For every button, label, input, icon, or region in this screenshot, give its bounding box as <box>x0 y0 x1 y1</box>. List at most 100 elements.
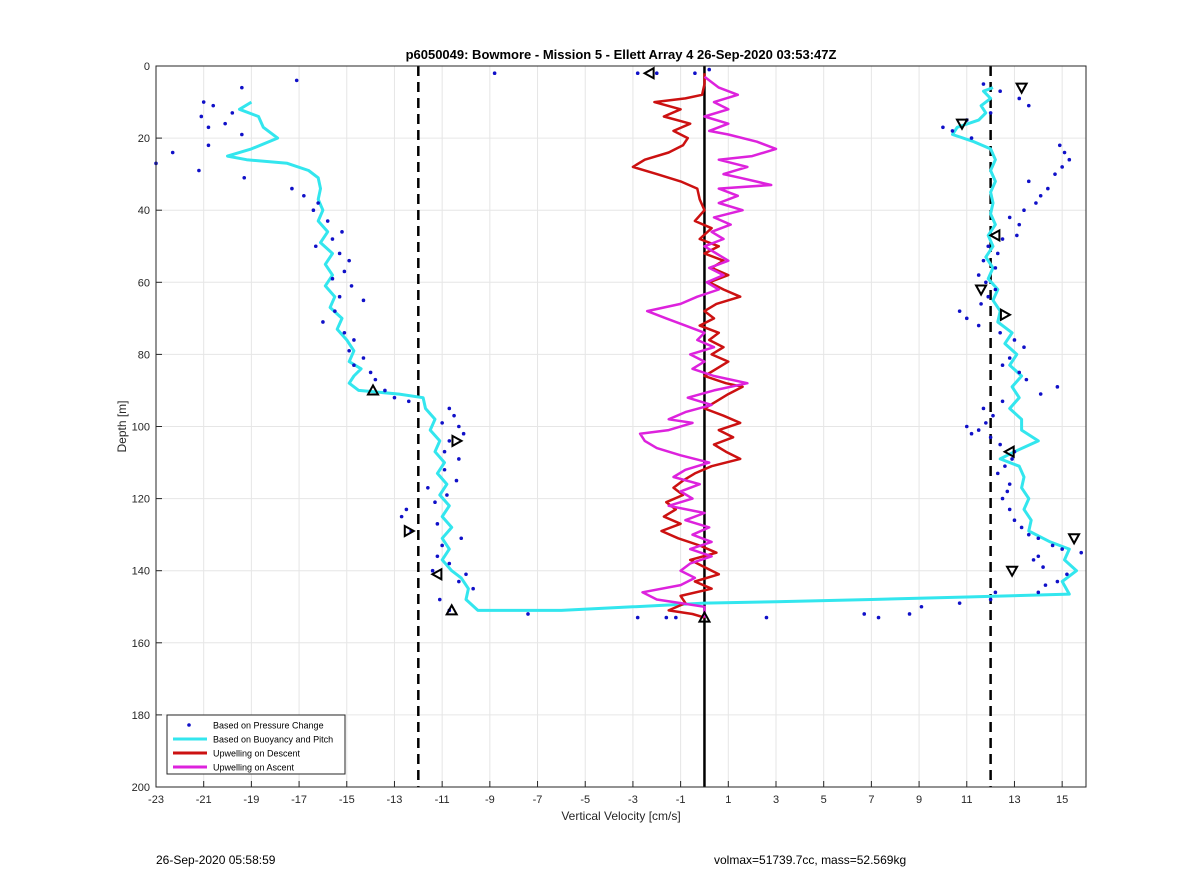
y-tick-label: 100 <box>132 422 150 434</box>
pressure-change-point <box>361 356 366 360</box>
pressure-change-point <box>454 478 459 483</box>
pressure-change-point <box>981 406 986 411</box>
markers-layer <box>366 66 1081 623</box>
pressure-change-point <box>998 330 1002 335</box>
pressure-change-point <box>1012 518 1017 523</box>
y-tick-label: 180 <box>132 710 150 722</box>
x-tick-label: -11 <box>435 794 450 806</box>
axis-ticks: -23 -21 -19 -17 -15 -13 -11 -9 -7 -5 -3 -1 1 3 5 7 9 11 13… <box>132 61 1069 806</box>
pressure-change-point <box>211 103 216 108</box>
x-tick-label: -7 <box>533 794 543 806</box>
pressure-change-point <box>347 258 351 263</box>
pressure-change-point <box>349 284 354 288</box>
pressure-change-point <box>170 150 175 155</box>
pressure-change-point <box>979 302 983 306</box>
pressure-change-point <box>433 500 437 505</box>
pressure-change-point <box>447 406 452 411</box>
pressure-change-point <box>347 348 351 353</box>
pressure-change-point <box>1067 157 1072 162</box>
pressure-change-point <box>976 273 981 277</box>
pressure-change-point <box>230 111 235 115</box>
pressure-change-point <box>464 572 468 577</box>
pressure-change-point <box>984 421 988 425</box>
pressure-change-point <box>457 457 461 461</box>
pressure-change-point <box>998 89 1002 94</box>
pressure-change-point <box>1036 590 1041 595</box>
legend-swatch-points <box>187 723 191 727</box>
pressure-change-point <box>1055 385 1060 389</box>
pressure-change-point <box>426 485 430 490</box>
pressure-change-point <box>988 435 993 440</box>
pressure-change-point <box>1062 150 1067 155</box>
pressure-change-point <box>461 431 466 436</box>
pressure-change-point <box>294 78 299 83</box>
x-tick-label: 11 <box>961 794 972 806</box>
direction-marker <box>451 434 464 448</box>
y-tick-label: 120 <box>132 494 150 506</box>
pressure-change-point <box>1017 370 1022 375</box>
pressure-change-point <box>1057 143 1062 148</box>
x-tick-label: -21 <box>196 794 212 806</box>
pressure-change-point <box>337 294 342 299</box>
pressure-change-point <box>240 85 244 90</box>
legend-entry-label: Based on Buoyancy and Pitch <box>213 735 333 745</box>
pressure-change-point <box>995 251 1000 256</box>
pressure-change-point <box>969 431 974 436</box>
pressure-change-point <box>957 309 962 313</box>
reference-lines <box>417 66 992 787</box>
pressure-change-point <box>964 316 969 321</box>
pressure-change-point <box>1065 572 1069 577</box>
pressure-change-point <box>302 193 306 198</box>
pressure-change-point <box>1053 172 1057 176</box>
x-tick-label: 7 <box>868 794 874 806</box>
y-tick-label: 20 <box>138 133 150 145</box>
y-tick-label: 0 <box>144 61 150 73</box>
pressure-change-point <box>1043 583 1048 587</box>
pressure-change-point <box>957 601 962 605</box>
pressure-change-point <box>1022 345 1026 349</box>
y-tick-label: 80 <box>138 349 150 361</box>
pressure-change-point <box>435 554 440 559</box>
pressure-change-point <box>986 294 991 299</box>
y-tick-label: 60 <box>138 277 150 289</box>
pressure-change-point <box>635 615 640 620</box>
pressure-change-point <box>1015 233 1019 238</box>
pressure-change-point <box>206 125 211 130</box>
direction-marker <box>999 308 1012 322</box>
x-tick-label: -15 <box>339 794 355 806</box>
pressure-change-point <box>223 121 227 126</box>
pressure-change-point <box>1017 96 1022 101</box>
pressure-change-point <box>440 421 444 425</box>
footer-parameters: volmax=51739.7cc, mass=52.569kg <box>714 853 907 867</box>
x-tick-label: 13 <box>1008 794 1020 806</box>
direction-marker <box>1067 533 1081 546</box>
pressure-change-point <box>664 615 669 620</box>
pressure-change-point <box>457 579 461 584</box>
direction-marker <box>955 118 969 131</box>
pressure-change-point <box>707 67 712 72</box>
pressure-change-point <box>1007 507 1012 512</box>
pressure-change-point <box>206 143 211 148</box>
pressure-change-point <box>430 568 435 573</box>
direction-marker <box>1014 82 1029 95</box>
direction-marker <box>403 524 416 538</box>
grid-lines <box>155 65 1086 788</box>
y-tick-label: 140 <box>132 566 150 578</box>
pressure-change-point <box>1034 201 1038 205</box>
pressure-change-point <box>964 424 969 429</box>
x-tick-label: -1 <box>676 794 686 806</box>
pressure-change-point <box>993 590 998 595</box>
direction-marker <box>1005 565 1019 578</box>
pressure-change-point <box>445 493 449 497</box>
pressure-change-point <box>1010 457 1014 461</box>
pressure-change-point <box>316 201 320 205</box>
pressure-change-point <box>919 604 924 609</box>
direction-marker <box>642 66 655 80</box>
pressure-change-point <box>941 125 945 130</box>
x-tick-label: -9 <box>485 794 495 806</box>
series-line-based-on-buoyancy-and-pitch <box>226 86 1078 612</box>
pressure-change-point <box>492 71 497 76</box>
direction-marker <box>1002 445 1015 459</box>
pressure-change-point <box>1000 399 1005 404</box>
